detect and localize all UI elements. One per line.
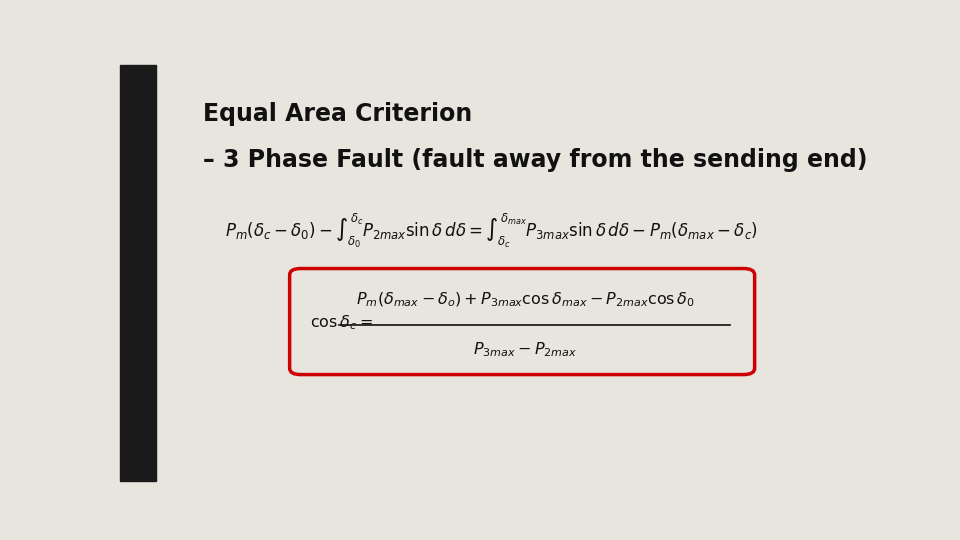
Bar [120, 65, 156, 481]
Text: $P_{3max} - P_{2max}$: $P_{3max} - P_{2max}$ [473, 340, 578, 359]
Text: $P_m(\delta_{max} - \delta_o) + P_{3max} \cos \delta_{max} - P_{2max} \cos \delt: $P_m(\delta_{max} - \delta_o) + P_{3max}… [356, 291, 695, 309]
Text: – 3 Phase Fault (fault away from the sending end): – 3 Phase Fault (fault away from the sen… [204, 148, 868, 172]
Text: $\cos \delta_c =$: $\cos \delta_c =$ [310, 313, 372, 332]
Text: Equal Area Criterion: Equal Area Criterion [204, 102, 472, 126]
Text: $P_m(\delta_c - \delta_0) - \int_{\delta_0}^{\delta_c} P_{2max} \sin\delta\, d\d: $P_m(\delta_c - \delta_0) - \int_{\delta… [226, 212, 758, 250]
